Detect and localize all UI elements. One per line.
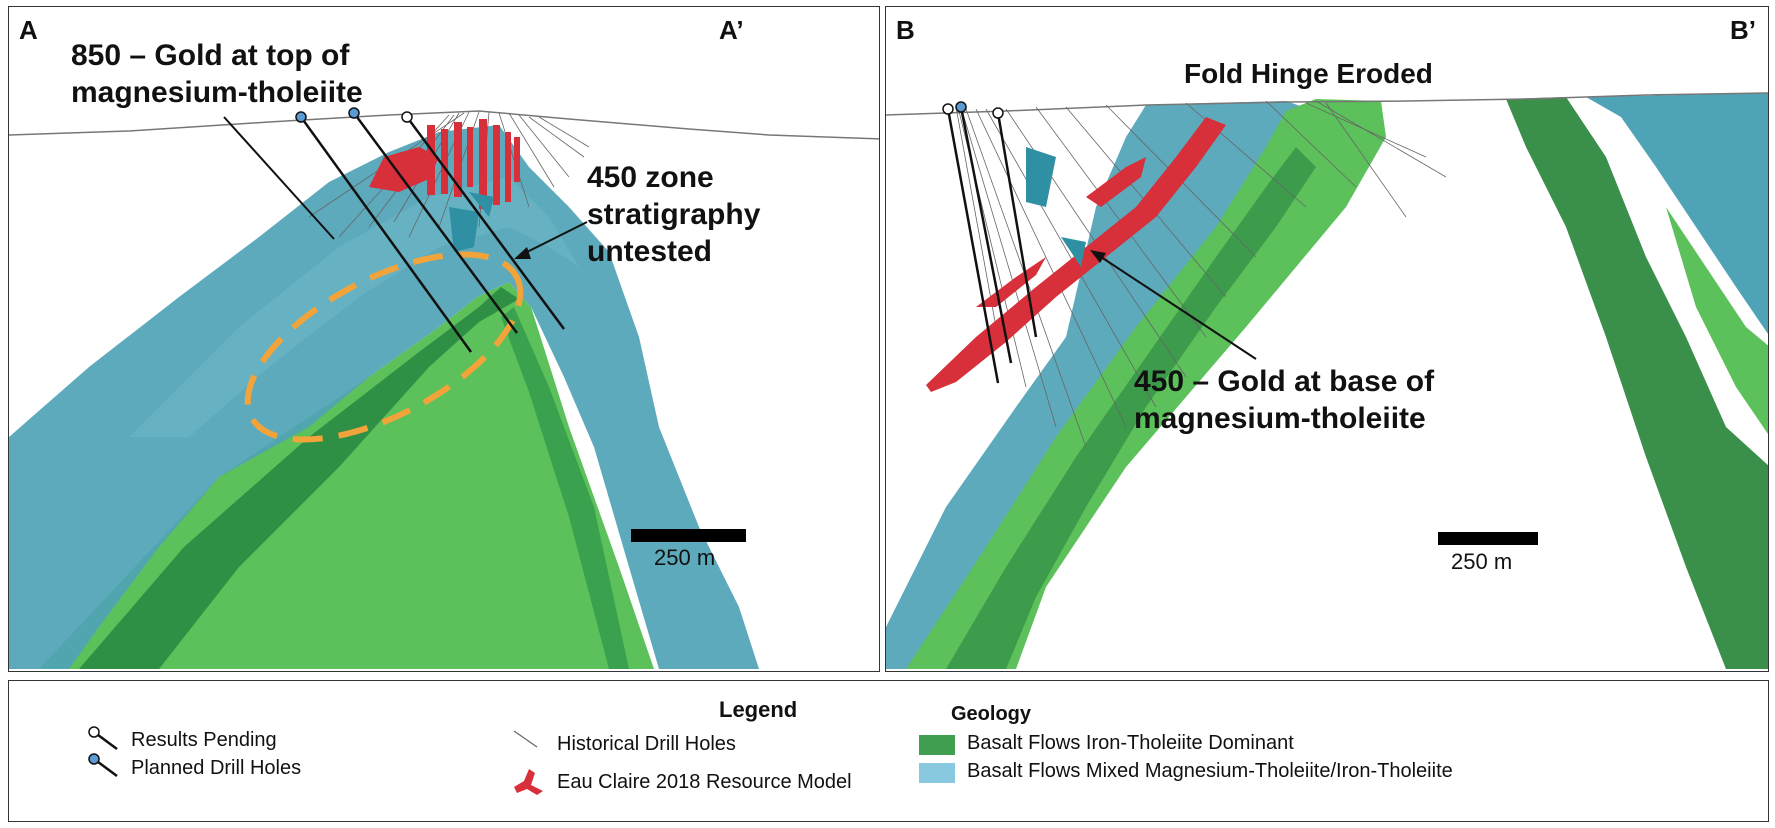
results-pending-icon: [93, 681, 109, 689]
annotation-850-line2: magnesium-tholeiite: [71, 76, 363, 109]
legend-mixed-tholeiite: Basalt Flows Mixed Magnesium-Tholeiite/I…: [967, 760, 1453, 782]
teal-mineralized-pods: [449, 192, 494, 252]
annotation-850-line1: 850 – Gold at top of: [71, 39, 350, 72]
mixed-tholeiite-swatch: [919, 763, 955, 783]
fold-core-shading: [129, 177, 579, 437]
legend-title: Legend: [719, 697, 798, 722]
legend-planned-holes: Planned Drill Holes: [131, 757, 302, 779]
annotation-450-line3: untested: [587, 235, 713, 268]
section-b-graphic: [886, 92, 1768, 669]
section-b-panel: B B’ Fold Hinge Eroded 450 – Gold at bas…: [885, 6, 1769, 672]
right-limb-green: [1506, 97, 1768, 669]
historical-drill-legend-icon: [513, 730, 538, 748]
planned-drill-hole-2: [348, 107, 519, 334]
legend-resource-model: Eau Claire 2018 Resource Model: [557, 771, 852, 793]
topography-line: [9, 110, 879, 140]
legend-geology-title: Geology: [951, 703, 1032, 725]
annotation-450-base-line1: 450 – Gold at base of: [1134, 365, 1435, 398]
section-a-end-label: A’: [719, 15, 744, 45]
scale-bar-b: [1438, 532, 1538, 545]
pending-drill-hole: [401, 111, 566, 330]
legend-historical-holes: Historical Drill Holes: [557, 733, 736, 755]
planned-drill-hole-1: [295, 111, 473, 353]
annotation-450-line2: stratigraphy: [587, 198, 761, 231]
iron-tholeiite-layer: [79, 287, 519, 669]
section-a-start-label: A: [19, 15, 38, 45]
topography-line: [886, 92, 1768, 116]
right-limb-light: [1666, 207, 1768, 435]
annotation-450-arrow: [1090, 250, 1257, 360]
right-limb-teal: [1586, 93, 1768, 335]
section-b-start-label: B: [896, 15, 915, 45]
section-a-panel: A A’ 850 – Gold at top of magnesium-thol…: [8, 6, 880, 672]
scale-bar-a: [631, 529, 746, 542]
annotation-450-arrow: [514, 221, 588, 259]
annotation-850-leader: [223, 116, 335, 240]
legend-iron-tholeiite: Basalt Flows Iron-Tholeiite Dominant: [967, 732, 1294, 754]
iron-tholeiite-limb: [501, 307, 629, 669]
iron-tholeiite-swatch: [919, 735, 955, 755]
untested-zone-outline: [244, 251, 524, 443]
teal-mineralized-pods: [1026, 147, 1086, 267]
annotation-450-line1: 450 zone: [587, 161, 714, 194]
section-a-graphic: [9, 107, 879, 669]
legend-symbols: [88, 681, 955, 795]
annotation-fold-hinge: Fold Hinge Eroded: [1184, 58, 1433, 89]
resource-model-blocks: [926, 117, 1226, 392]
iron-tholeiite-dark-band: [946, 147, 1316, 669]
pending-legend-icon: [88, 726, 118, 751]
planned-legend-icon: [88, 753, 118, 778]
resource-model-legend-icon: [514, 769, 543, 795]
scale-label-b: 250 m: [1451, 549, 1513, 574]
pending-drill-hole-2: [992, 107, 1038, 338]
section-b-end-label: B’: [1730, 15, 1756, 45]
legend-panel: Legend Results Pending Planned Drill Hol…: [8, 680, 1769, 822]
legend-results-pending: Results Pending: [131, 729, 277, 751]
annotation-450-base-line2: magnesium-tholeiite: [1134, 402, 1426, 435]
scale-label-a: 250 m: [654, 545, 716, 570]
planned-drill-hole: [955, 101, 1013, 364]
results-pending-symbol: [93, 681, 117, 686]
pending-drill-hole-1: [942, 103, 1000, 384]
